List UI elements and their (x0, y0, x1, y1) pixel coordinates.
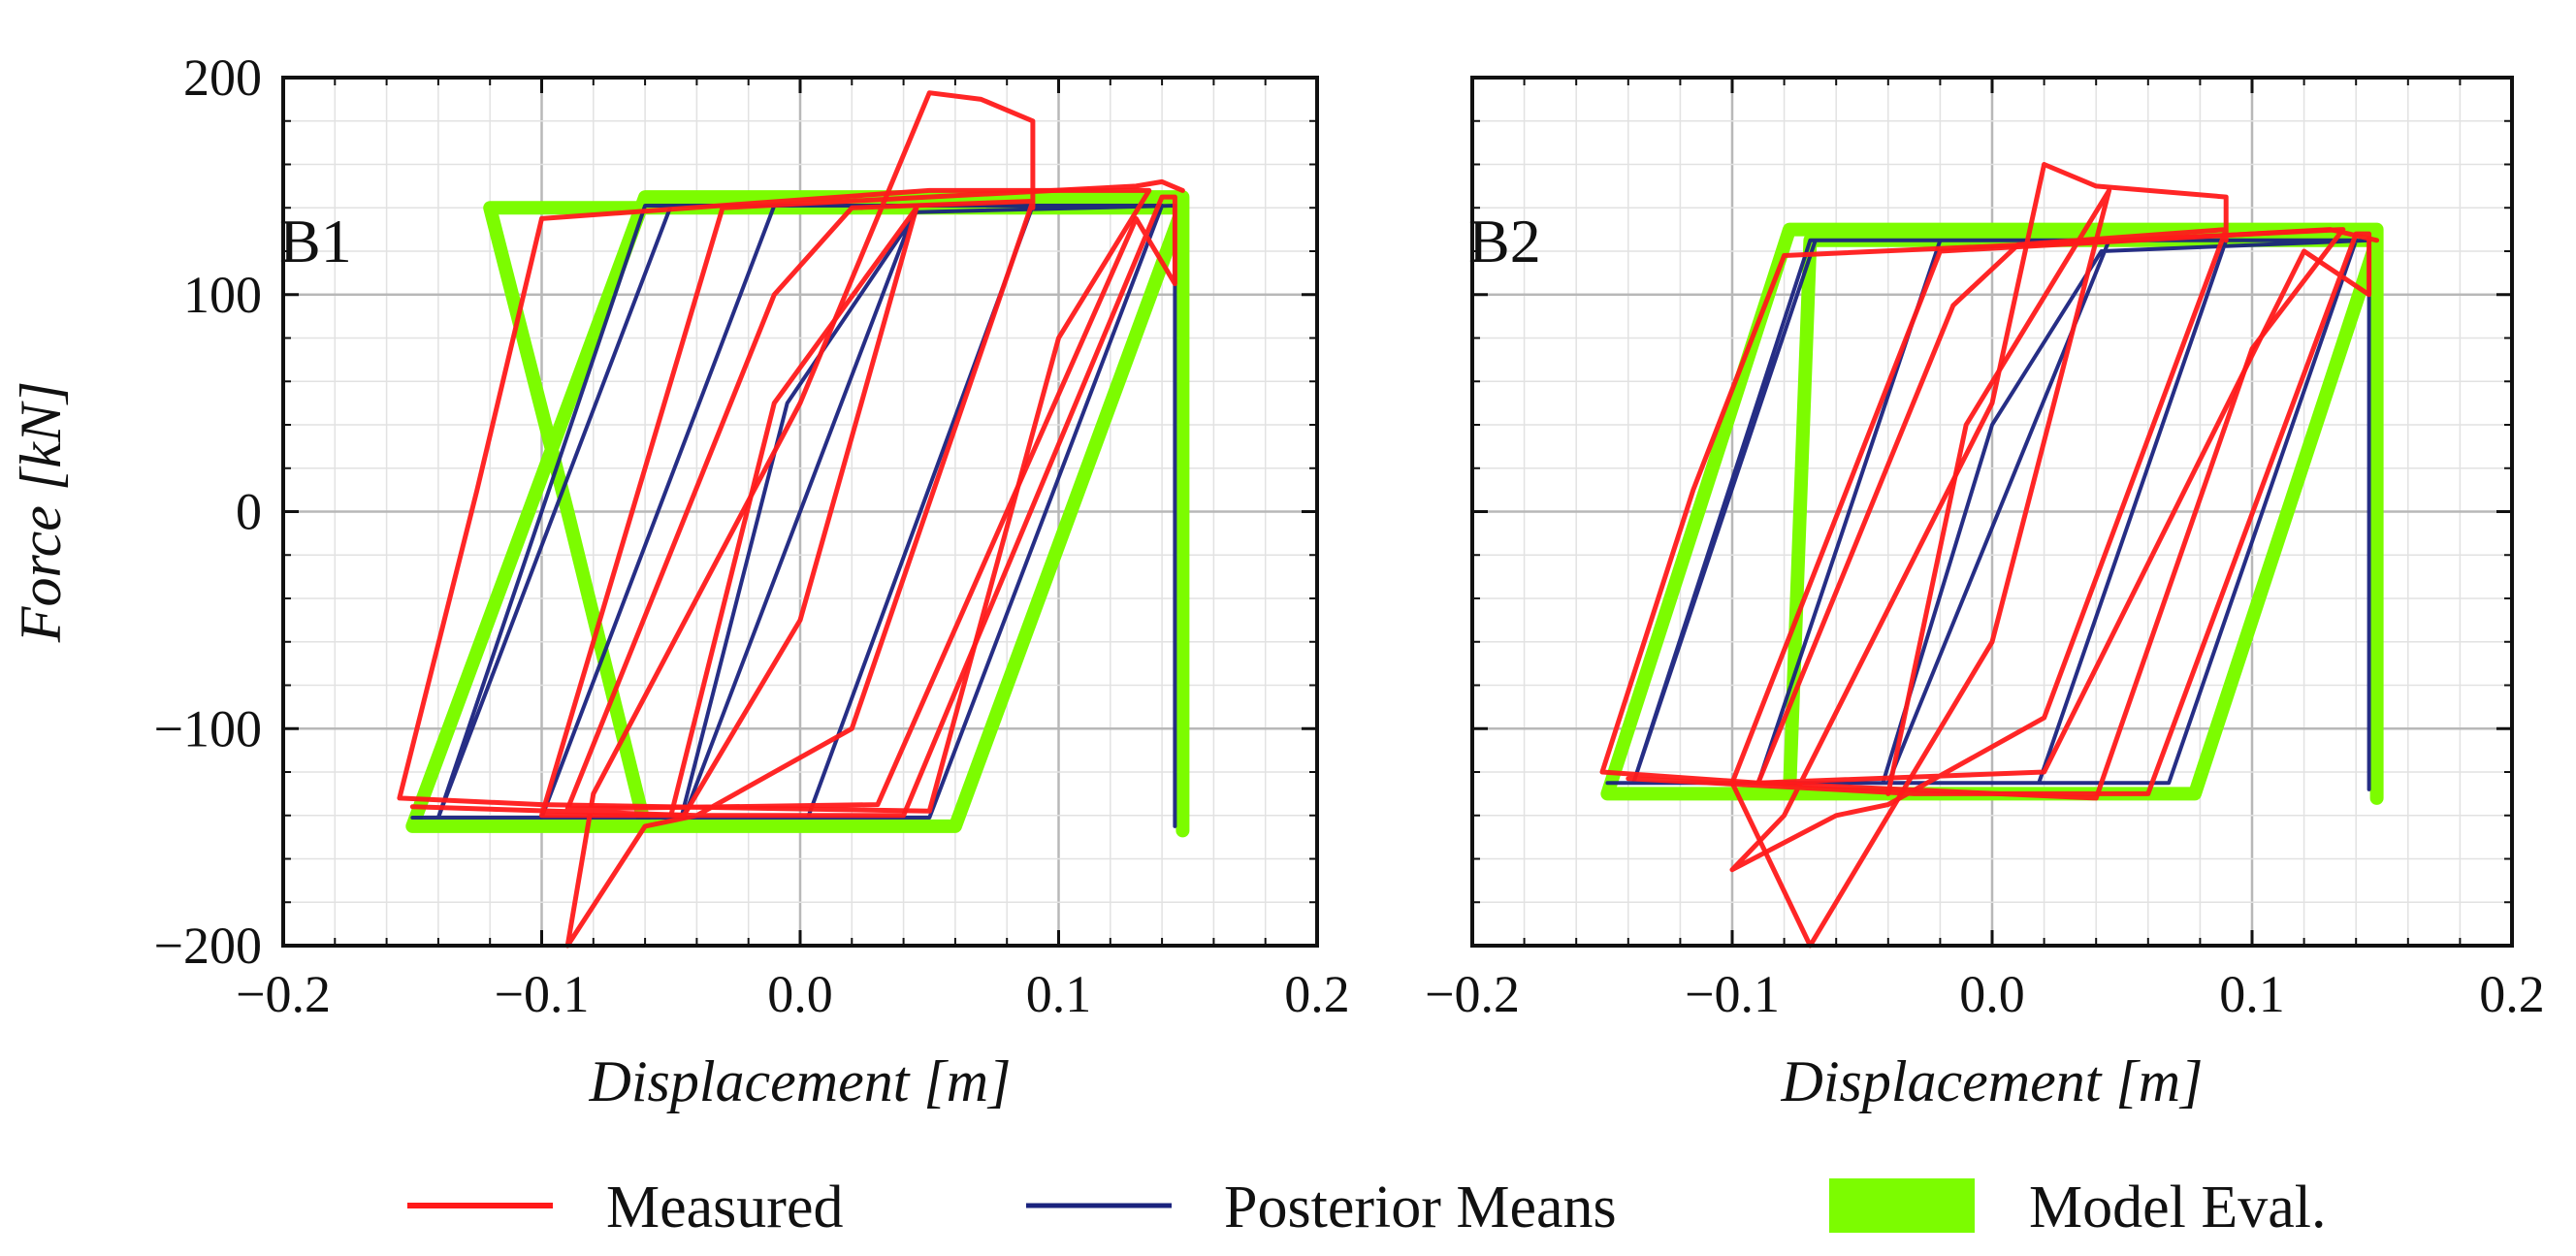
x-axis-label-b1: Displacement [m] (589, 1049, 1012, 1113)
x-tick-label: −0.2 (1425, 965, 1520, 1023)
legend-swatch-model-eval (1829, 1178, 1975, 1233)
x-tick-label: 0.1 (1026, 965, 1092, 1023)
grid-b2 (1470, 76, 2514, 948)
legend-label-posterior-means: Posterior Means (1224, 1175, 1617, 1240)
series-group-b2 (1599, 162, 2384, 949)
series-measured-line-4 (539, 178, 1185, 819)
x-tick-label: −0.1 (495, 965, 590, 1023)
x-tick-label: 0.2 (2479, 965, 2545, 1023)
legend: Measured Posterior Means Model Eval. (407, 1175, 2327, 1240)
series-measured-line-3 (1626, 162, 2372, 873)
series-posterior-line-1 (1605, 238, 2371, 791)
x-tick-label: 0.1 (2219, 965, 2285, 1023)
y-tick-label: 100 (183, 266, 262, 324)
legend-label-measured: Measured (606, 1175, 843, 1240)
ticks-b1: −0.2 −0.1 0.0 0.1 0.2 −200 −100 0 100 200 (154, 48, 1350, 1023)
y-tick-label: −100 (154, 699, 262, 757)
x-tick-label: 0.0 (1959, 965, 2025, 1023)
series-measured-line-2 (1599, 227, 2346, 801)
panel-b1: −0.2 −0.1 0.0 0.1 0.2 −200 −100 0 100 200 B1 Disp… (9, 48, 1350, 1113)
panel-label-b1: B1 (279, 207, 352, 275)
panel-label-b2: B2 (1468, 207, 1541, 275)
series-group-b1 (397, 90, 1190, 949)
x-tick-label: −0.2 (236, 965, 331, 1023)
legend-label-model-eval: Model Eval. (2029, 1175, 2327, 1240)
x-tick-label: 0.2 (1284, 965, 1350, 1023)
panel-b2: −0.2 −0.1 0.0 0.1 0.2 B2 Displacement [m] (1425, 76, 2545, 1113)
x-tick-label: −0.1 (1685, 965, 1780, 1023)
y-tick-label: −200 (154, 917, 262, 975)
ticks-b2: −0.2 −0.1 0.0 0.1 0.2 (1425, 76, 2545, 1023)
x-tick-label: 0.0 (767, 965, 833, 1023)
y-tick-label: 200 (183, 48, 262, 107)
y-axis-label-b1: Force [kN] (9, 381, 73, 643)
series-measured-line-3 (409, 90, 1177, 949)
series-model-line-0 (1600, 222, 2384, 805)
x-axis-label-b2: Displacement [m] (1781, 1049, 2204, 1113)
y-tick-label: 0 (236, 483, 262, 541)
